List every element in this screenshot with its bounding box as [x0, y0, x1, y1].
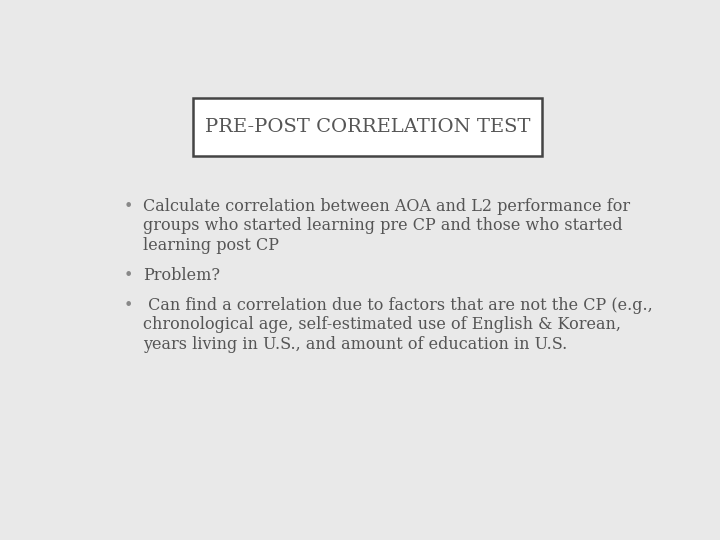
Text: groups who started learning pre CP and those who started: groups who started learning pre CP and t… [143, 218, 623, 234]
Text: Can find a correlation due to factors that are not the CP (e.g.,: Can find a correlation due to factors th… [143, 297, 653, 314]
Text: chronological age, self-estimated use of English & Korean,: chronological age, self-estimated use of… [143, 316, 621, 333]
Text: Problem?: Problem? [143, 267, 220, 284]
Text: •: • [124, 267, 133, 284]
Text: •: • [124, 297, 133, 314]
Text: Calculate correlation between AOA and L2 performance for: Calculate correlation between AOA and L2… [143, 198, 630, 215]
Text: learning post CP: learning post CP [143, 237, 279, 254]
Bar [193, 98, 542, 156]
Text: •: • [124, 198, 133, 215]
Text: PRE-POST CORRELATION TEST: PRE-POST CORRELATION TEST [205, 118, 531, 136]
Text: years living in U.S., and amount of education in U.S.: years living in U.S., and amount of educ… [143, 336, 567, 353]
